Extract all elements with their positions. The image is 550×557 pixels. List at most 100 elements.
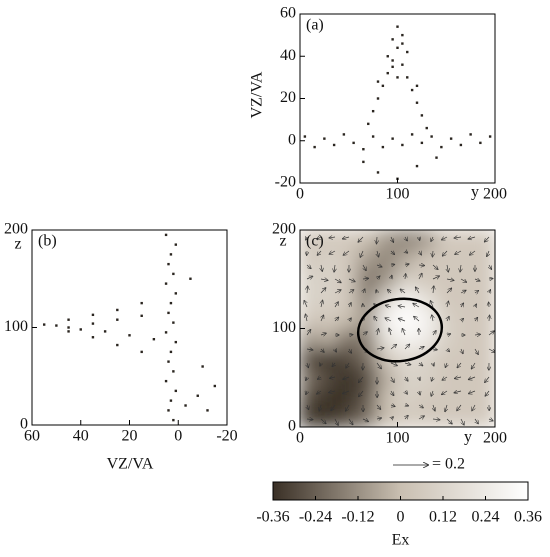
scatter-point: [43, 323, 45, 325]
scatter-point: [175, 243, 177, 245]
heat-cell: [377, 249, 399, 271]
heat-cell: [397, 387, 419, 409]
scatter-point: [92, 314, 94, 316]
x-tick-label: 40: [73, 428, 89, 445]
scatter-point: [104, 330, 106, 332]
y-tick-label: 0: [20, 416, 28, 433]
scatter-point: [367, 123, 369, 125]
x-tick-label: 200: [483, 186, 507, 203]
scatter-point: [172, 419, 174, 421]
y-tick-label: 100: [272, 319, 296, 336]
x-axis-label: VZ/VA: [107, 456, 154, 473]
scatter-point: [421, 114, 423, 116]
scatter-point: [396, 25, 398, 27]
heat-cell: [338, 308, 360, 330]
heat-cell: [455, 387, 477, 409]
scatter-point: [170, 351, 172, 353]
scatter-point: [214, 385, 216, 387]
colorbar-tick-label: 0.12: [429, 509, 457, 526]
heat-cell: [299, 387, 321, 409]
heat-cell: [319, 387, 341, 409]
scatter-point: [391, 137, 393, 139]
heat-cell: [338, 288, 360, 310]
heat-cell: [436, 268, 458, 290]
heat-cell: [416, 288, 438, 310]
heat-cell: [475, 249, 497, 271]
scatter-point: [372, 110, 374, 112]
scatter-point: [416, 102, 418, 104]
arrow-legend-label: = 0.2: [432, 456, 465, 473]
heat-cell: [299, 347, 321, 369]
scatter-point: [184, 404, 186, 406]
scatter-point: [165, 380, 167, 382]
x-tick-label: 200: [483, 430, 507, 447]
scatter-point: [377, 171, 379, 173]
scatter-point: [92, 336, 94, 338]
scatter-point: [116, 319, 118, 321]
heat-cell: [436, 229, 458, 251]
heat-cell: [358, 406, 380, 428]
x-tick-label: 100: [386, 430, 410, 447]
colorbar-tick-label: 0.24: [472, 509, 500, 526]
heat-cell: [377, 406, 399, 428]
scatter-point: [362, 161, 364, 163]
scatter-point: [396, 47, 398, 49]
scatter-point: [406, 51, 408, 53]
scatter-point: [167, 312, 169, 314]
scatter-point: [450, 137, 452, 139]
heat-cell: [299, 308, 321, 330]
colorbar-tick-label: 0.36: [514, 509, 542, 526]
scatter-point: [55, 324, 57, 326]
scatter-point: [391, 66, 393, 68]
scatter-point: [401, 144, 403, 146]
heat-cell: [416, 229, 438, 251]
x-tick-label: 20: [122, 428, 138, 445]
heat-cell: [436, 308, 458, 330]
y-tick-label: 0: [288, 418, 296, 435]
x-tick-label: 100: [386, 186, 410, 203]
heatmap-area: [299, 229, 496, 428]
scatter-point: [401, 64, 403, 66]
scatter-point: [116, 309, 118, 311]
heat-cell: [455, 268, 477, 290]
scatter-point: [165, 234, 167, 236]
scatter-point: [382, 85, 384, 87]
heat-cell: [338, 367, 360, 389]
scatter-point: [362, 148, 364, 150]
heat-cell: [377, 229, 399, 251]
heat-cell: [397, 328, 419, 350]
scatter-point: [67, 319, 69, 321]
plot-frame: [300, 14, 495, 183]
scatter-point: [140, 315, 142, 317]
heat-cell: [319, 288, 341, 310]
heat-cell: [436, 406, 458, 428]
y-tick-label: 60: [280, 5, 296, 22]
heat-cell: [338, 229, 360, 251]
heat-cell: [397, 367, 419, 389]
scatter-point: [175, 292, 177, 294]
heat-cell: [475, 308, 497, 330]
y-axis-label: z: [14, 236, 21, 253]
scatter-point: [377, 80, 379, 82]
heat-cell: [377, 367, 399, 389]
heat-cell: [475, 406, 497, 428]
scatter-point: [313, 146, 315, 148]
heat-cell: [475, 387, 497, 409]
scatter-point: [440, 146, 442, 148]
heat-cell: [377, 387, 399, 409]
scatter-point: [172, 273, 174, 275]
scatter-point: [343, 133, 345, 135]
heat-cell: [338, 406, 360, 428]
heat-cell: [319, 367, 341, 389]
scatter-point: [430, 135, 432, 137]
scatter-point: [140, 302, 142, 304]
scatter-point: [140, 351, 142, 353]
panel-label: (c): [306, 233, 324, 250]
scatter-point: [304, 135, 306, 137]
heat-cell: [397, 406, 419, 428]
y-tick-label: 20: [280, 89, 296, 106]
heatmap-cells: [299, 229, 496, 428]
scatter-point: [411, 89, 413, 91]
y-axis-label: VZ/VA: [249, 71, 266, 118]
